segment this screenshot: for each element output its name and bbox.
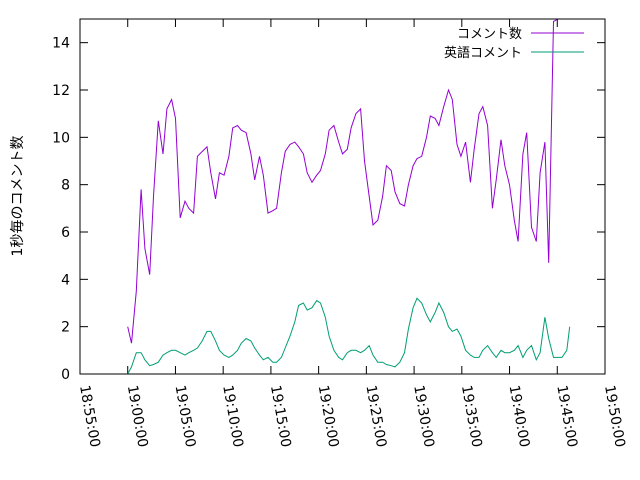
x-tick-label: 18:55:00 — [76, 384, 103, 449]
series-line-2 — [127, 297, 571, 375]
y-tick-label: 4 — [61, 272, 70, 288]
y-tick-labels: 0 2 4 6 8 10 12 14 — [52, 36, 70, 383]
x-tick-label: 19:20:00 — [315, 384, 342, 449]
x-tick-labels: 18:55:00 19:00:00 19:05:00 19:10:00 19:15:00… — [76, 384, 628, 449]
y-tick-label: 6 — [61, 225, 70, 241]
x-tick-label: 19:40:00 — [506, 384, 533, 449]
legend-label-2: 英語コメント — [444, 45, 522, 61]
series-lines — [127, 18, 571, 375]
plot-frame — [79, 18, 606, 375]
y-axis-label: 1秒毎のコメント数 — [10, 136, 26, 257]
y-tick-label: 2 — [61, 320, 70, 336]
series-line-1 — [127, 18, 570, 344]
x-tick-label: 19:05:00 — [172, 384, 199, 449]
x-tick-label: 19:15:00 — [267, 384, 294, 449]
y-tick-label: 10 — [52, 130, 70, 146]
y-tick-label: 14 — [52, 36, 70, 52]
x-tick-label: 19:25:00 — [362, 384, 389, 449]
y-tick-label: 8 — [61, 178, 70, 194]
x-tick-label: 19:35:00 — [458, 384, 485, 449]
x-tick-label: 19:10:00 — [219, 384, 246, 449]
y-tick-label: 0 — [61, 367, 70, 383]
tick-marks — [79, 19, 606, 375]
x-tick-label: 19:45:00 — [553, 384, 580, 449]
legend-label-1: コメント数 — [457, 27, 522, 42]
y-tick-label: 12 — [52, 83, 70, 99]
x-tick-label: 19:00:00 — [124, 384, 151, 449]
x-tick-label: 19:30:00 — [410, 384, 437, 449]
x-tick-label: 19:50:00 — [601, 384, 628, 449]
